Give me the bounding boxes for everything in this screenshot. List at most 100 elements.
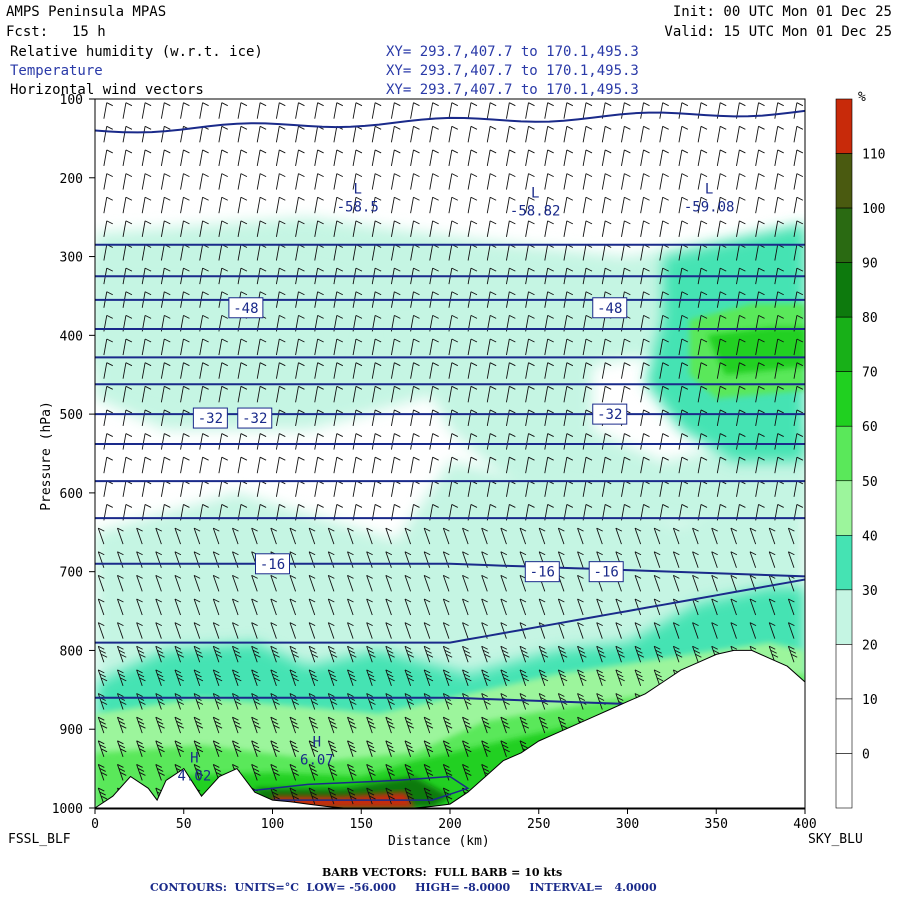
wind-barb <box>736 220 746 237</box>
wind-barb <box>525 362 535 379</box>
wind-barb <box>659 433 669 450</box>
wind-barb <box>410 338 420 356</box>
wind-barb <box>423 740 434 757</box>
wind-barb <box>716 149 727 167</box>
wind-barb <box>212 740 223 757</box>
wind-barb <box>366 716 376 734</box>
wind-barb <box>212 551 220 568</box>
wind-barb <box>563 338 574 356</box>
wind-barb <box>467 220 478 237</box>
wind-barb <box>697 456 708 474</box>
wind-barb <box>467 456 478 474</box>
wind-barb <box>736 409 746 427</box>
wind-barb <box>448 125 459 143</box>
wind-barb <box>467 149 478 167</box>
wind-barb <box>333 362 343 379</box>
wind-barb <box>659 196 669 214</box>
wind-barb <box>347 598 354 616</box>
barb-note: BARB VECTORS: FULL BARB = 10 kts <box>322 866 563 879</box>
contour-note: CONTOURS: UNITS=°C LOW= -56.000 HIGH= -8… <box>150 881 657 894</box>
wind-barb <box>557 669 568 687</box>
wind-barb <box>716 125 727 143</box>
wind-barb <box>371 149 382 167</box>
wind-barb <box>577 598 584 616</box>
wind-barb <box>429 362 439 379</box>
wind-barb <box>774 102 784 119</box>
wind-barb <box>697 196 708 214</box>
wind-barb <box>327 787 338 805</box>
wind-barb <box>97 598 105 616</box>
wind-barb <box>122 385 133 403</box>
wind-barb <box>442 551 450 568</box>
wind-barb <box>180 409 190 427</box>
wind-barb <box>103 338 113 356</box>
wind-barb <box>486 362 497 379</box>
wind-barb <box>327 622 335 639</box>
wind-barb <box>160 409 171 427</box>
wind-barb <box>371 338 382 356</box>
wind-barb <box>174 645 184 663</box>
wind-barb <box>155 622 162 639</box>
wind-barb <box>390 149 401 167</box>
wind-barb <box>596 645 606 663</box>
colorbar-label: 30 <box>862 584 878 599</box>
wind-barb <box>270 527 278 545</box>
wind-barb <box>218 385 228 403</box>
wind-barb <box>122 338 133 356</box>
wind-barb <box>448 362 459 379</box>
wind-barb <box>289 787 299 805</box>
wind-barb <box>371 102 382 119</box>
wind-barb <box>621 125 631 143</box>
wind-barb <box>423 787 434 805</box>
wind-barb <box>385 527 393 545</box>
wind-barb <box>122 149 133 167</box>
wind-barb <box>103 385 113 403</box>
colorbar-segment <box>835 153 853 209</box>
wind-barb <box>404 787 414 805</box>
wind-barb <box>390 338 401 356</box>
wind-barb <box>256 102 267 119</box>
wind-barb <box>218 173 228 190</box>
wind-barb <box>506 456 516 474</box>
wind-barb <box>193 574 201 592</box>
wind-barb <box>423 598 431 616</box>
wind-barb <box>308 574 316 592</box>
wind-barb <box>621 456 631 474</box>
wind-barb <box>793 196 804 214</box>
wind-barb <box>582 433 593 450</box>
svg-text:H: H <box>313 735 321 751</box>
wind-barb <box>672 551 680 568</box>
wind-barb <box>525 220 535 237</box>
wind-barb <box>640 102 650 119</box>
wind-barb <box>481 645 491 663</box>
svg-text:L: L <box>531 186 539 202</box>
wind-barb <box>199 125 209 143</box>
wind-barb <box>103 362 113 379</box>
wind-barb <box>347 740 357 757</box>
colorbar-label: 90 <box>862 257 878 272</box>
wind-barb <box>486 456 497 474</box>
wind-barb <box>199 173 209 190</box>
wind-barb <box>557 527 565 545</box>
wind-barb <box>506 338 516 356</box>
wind-barb <box>601 433 612 450</box>
wind-barb <box>538 669 549 687</box>
terrain-profile <box>94 649 806 810</box>
wind-barb <box>410 456 420 474</box>
wind-barb <box>410 409 420 427</box>
wind-barb <box>385 693 395 710</box>
wind-barb <box>481 669 491 687</box>
wind-barb <box>193 740 204 757</box>
wind-barb <box>640 362 650 379</box>
wind-barb <box>295 102 305 119</box>
wind-barb <box>97 527 105 545</box>
wind-barb <box>308 764 319 781</box>
wind-barb <box>160 102 171 119</box>
y-tick-label: 700 <box>60 566 83 581</box>
wind-barb <box>481 716 491 734</box>
wind-barb <box>270 740 280 757</box>
wind-barb <box>716 409 727 427</box>
wind-barb <box>793 433 804 450</box>
wind-barb <box>601 173 612 190</box>
wind-barb <box>103 196 113 214</box>
